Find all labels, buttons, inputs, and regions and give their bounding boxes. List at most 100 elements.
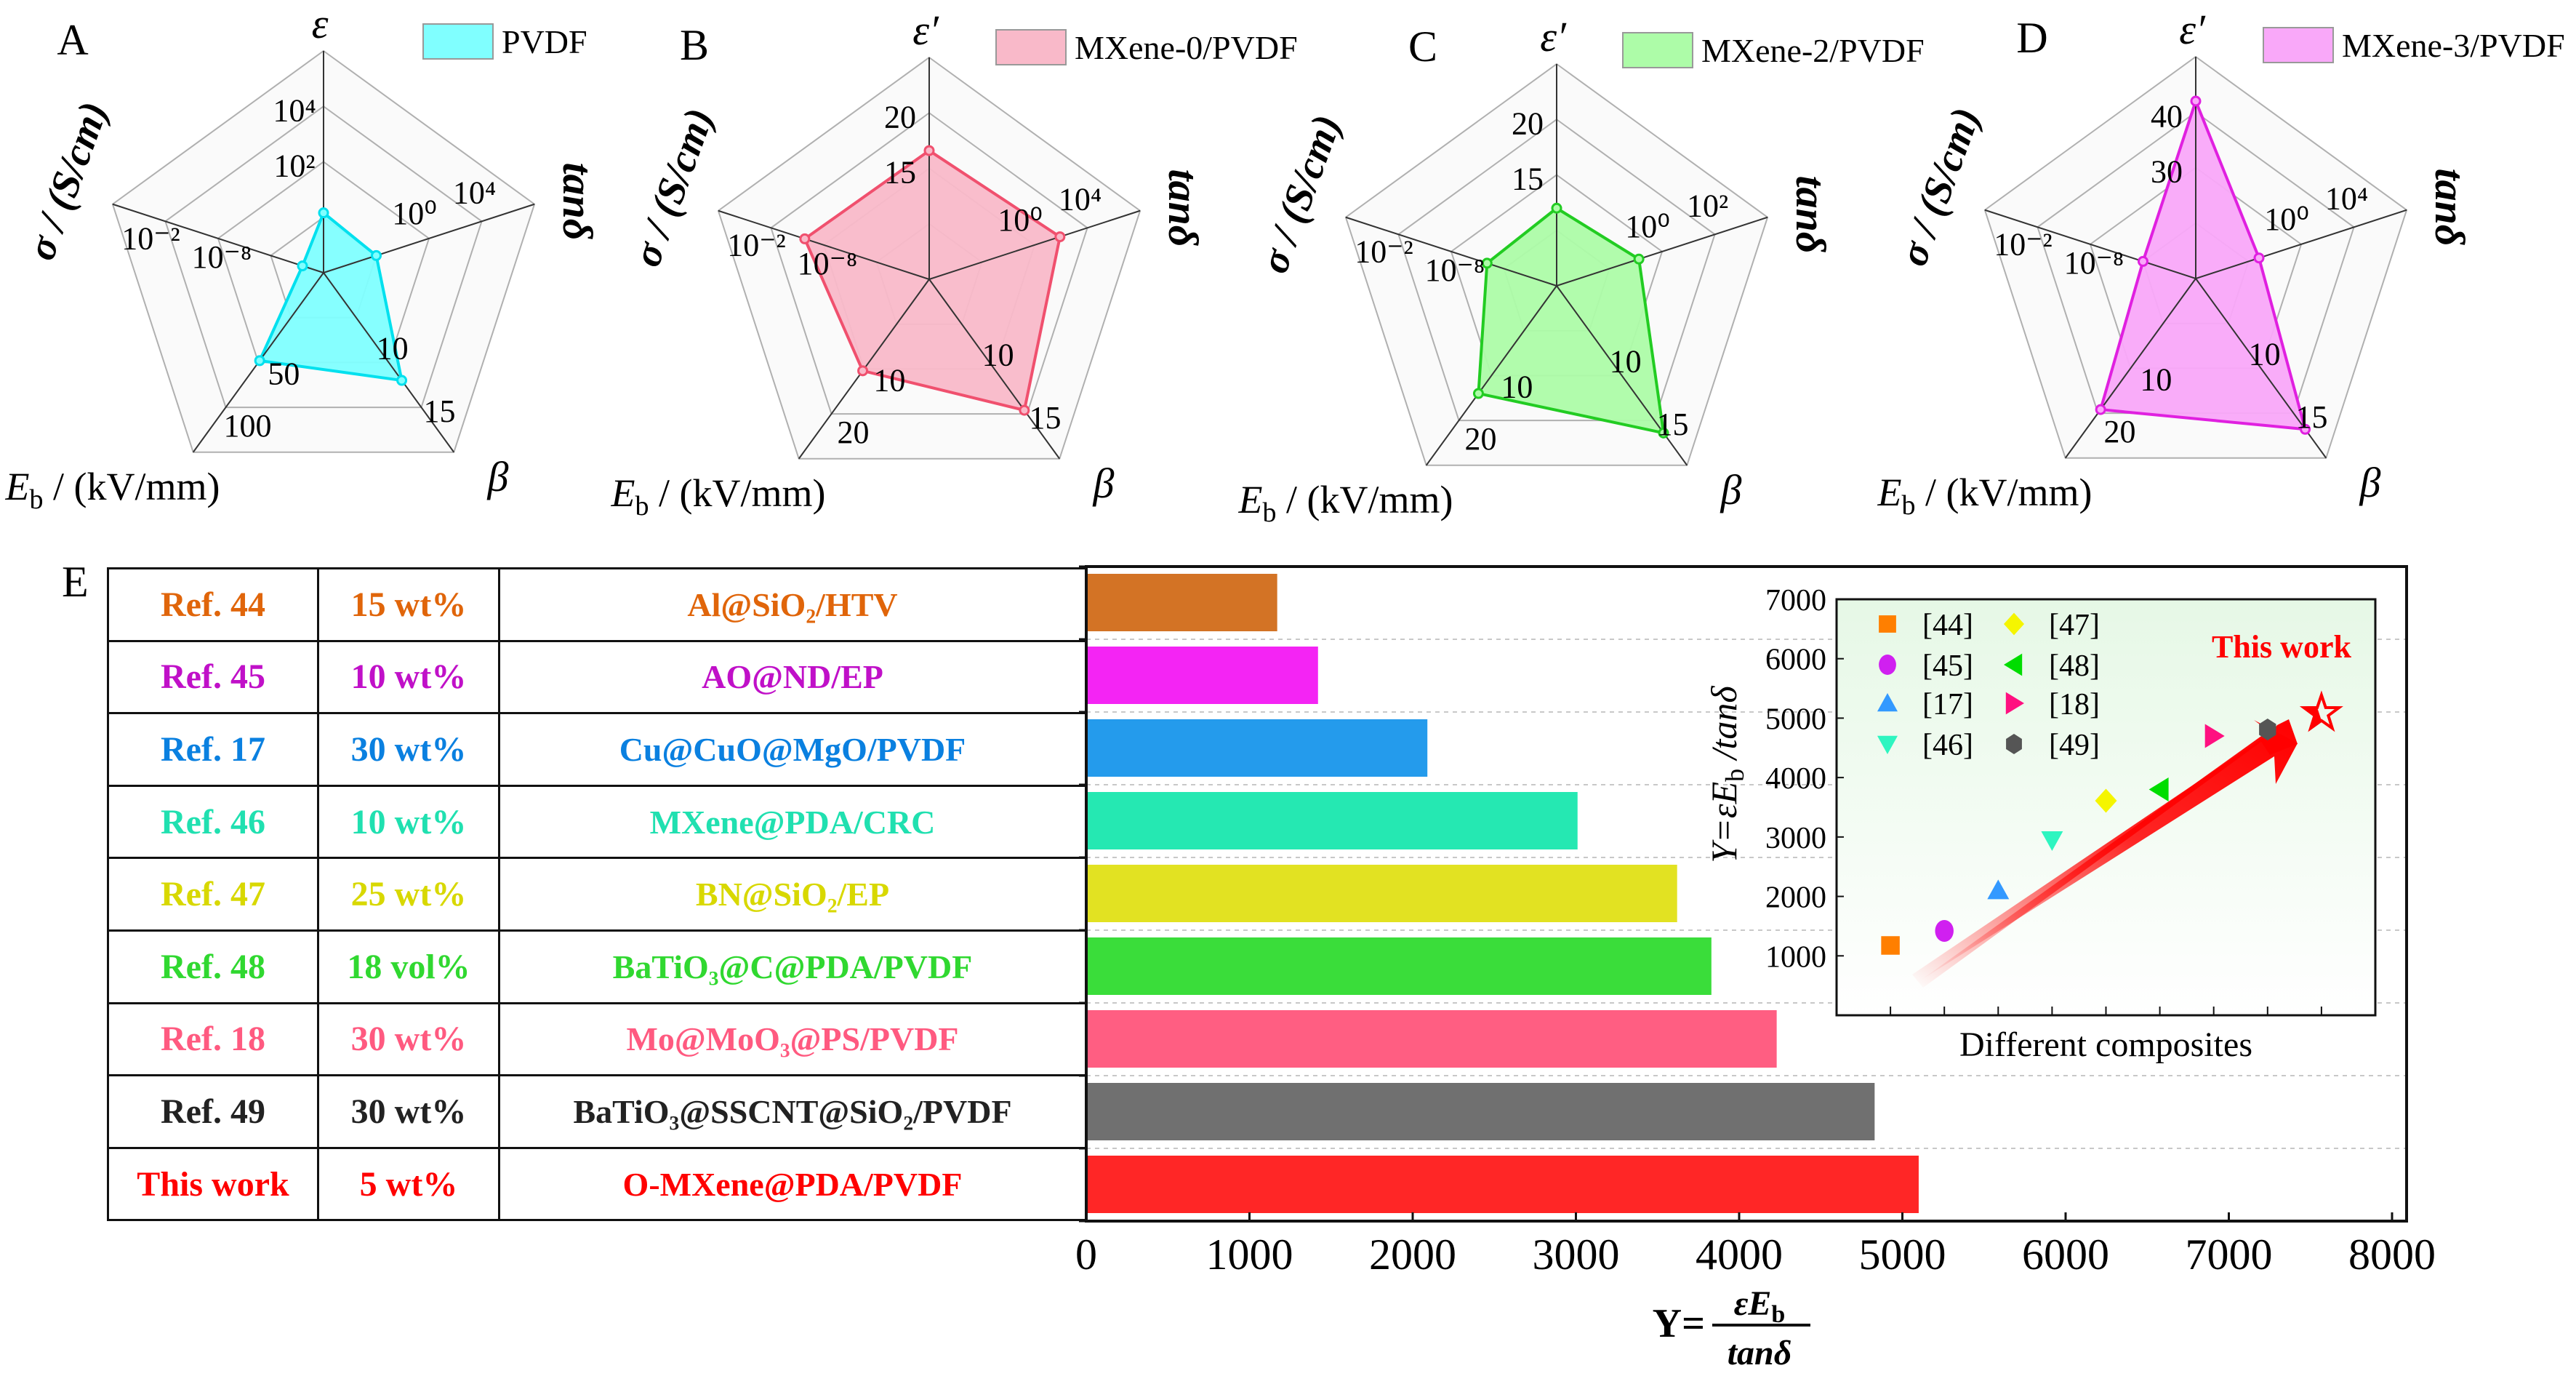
ref-cell: Ref. 48 <box>109 931 319 1002</box>
radar-tick-label: 30 <box>2151 154 2183 190</box>
radar-panels: 10² 10⁴ 10⁰ 10⁴ 10 15 50 100 10⁻⁸ 10⁻² ε tanδ β Eb / … <box>5 0 2565 528</box>
legend-swatch <box>2263 27 2334 63</box>
panel-letter-d: D <box>2016 14 2047 62</box>
radar-data-area <box>2098 97 2308 431</box>
inset-y-tick-label: 4000 <box>1765 762 1826 796</box>
bar-ref-46 <box>1086 792 1578 849</box>
radar-tick-label: 10 <box>982 337 1014 372</box>
radar-tick-label: 10⁴ <box>453 175 496 210</box>
axis-label-subscript: b <box>1263 497 1277 528</box>
x-tick-label: 6000 <box>2022 1231 2109 1279</box>
loading-cell: 30 wt% <box>319 714 500 785</box>
radar-data-point <box>1658 427 1669 439</box>
panel-letter-b: B <box>680 21 709 69</box>
radar-data-point <box>1551 202 1562 214</box>
data-point-47 <box>2095 788 2117 813</box>
x-axis-label: Y= εEb tanδ <box>1653 1284 1810 1372</box>
numerator-subscript: b <box>1771 1301 1785 1328</box>
radar-data-point <box>254 355 265 367</box>
radar-tick-label: 50 <box>268 356 300 391</box>
radar-tick-label: 10⁻⁸ <box>192 239 252 275</box>
legend-marker <box>1877 735 1898 754</box>
radar-tick-label: 10² <box>1687 188 1728 223</box>
axis-label-breakdown-strength: Eb / (kV/mm) <box>5 465 220 515</box>
legend-label: [17] <box>1922 688 1973 721</box>
axis-label-permittivity: ε <box>312 0 329 47</box>
comparison-table: Ref. 44 15 wt% Al@SiO₂/HTV Ref. 45 10 wt% AO@… <box>107 567 1087 1222</box>
legend-marker <box>1879 655 1896 675</box>
radar-tick-label: 10² <box>273 148 315 184</box>
table-row: Ref. 47 25 wt% BN@SiO₂/EP <box>109 859 1087 932</box>
legend-marker <box>1879 615 1896 633</box>
legend-marker <box>2006 734 2022 754</box>
radar-tick-label: 10⁻⁸ <box>2064 245 2124 281</box>
bar-ref-48 <box>1086 937 1712 995</box>
axis-label-permittivity: ε′ <box>2179 6 2206 53</box>
material-cell: O-MXene@PDA/PVDF <box>500 1148 1087 1220</box>
inset-x-axis-label: Different composites <box>1959 1025 2252 1064</box>
ref-cell: This work <box>109 1148 319 1220</box>
legend-marker <box>1877 693 1898 712</box>
table-row: Ref. 18 30 wt% Mo@MoO₃@PS/PVDF <box>109 1004 1087 1077</box>
ref-cell: Ref. 47 <box>109 859 319 929</box>
radar-data-point <box>2300 423 2311 435</box>
legend-label: MXene-2/PVDF <box>1701 32 1925 69</box>
inset-y-tick-label: 7000 <box>1765 584 1826 617</box>
axis-label-unit: / (kV/mm) <box>1916 471 2093 514</box>
radar-data-point <box>857 365 869 377</box>
x-tick-label: 8000 <box>2348 1231 2436 1279</box>
radar-grid-ring <box>717 56 1141 460</box>
this-work-annotation: This work <box>2212 629 2351 665</box>
radar-tick-label: 15 <box>884 155 916 191</box>
table-row: Ref. 44 15 wt% Al@SiO₂/HTV <box>109 569 1087 642</box>
radar-data-point <box>2095 404 2106 415</box>
inset-scatter-chart: 1000 2000 3000 4000 5000 6000 7000 Y=εEb /tanδ D… <box>1704 584 2377 1064</box>
radar-tick-label: 10 <box>2140 361 2172 397</box>
material-cell: BaTiO₃@C@PDA/PVDF <box>500 931 1087 1002</box>
data-point-17 <box>1987 879 2010 900</box>
axis-label-loss-tangent: tanδ <box>554 162 601 240</box>
radar-tick-label: 15 <box>1656 407 1688 442</box>
radar-grid-ring <box>111 49 536 453</box>
radar-axis-spoke <box>928 279 1061 460</box>
radar-panel-a: 10² 10⁴ 10⁰ 10⁴ 10 15 50 100 10⁻⁸ 10⁻² ε tanδ β Eb / … <box>5 0 601 515</box>
bar-ref-44 <box>1086 574 1277 631</box>
table-row: Ref. 46 10 wt% MXene@PDA/CRC <box>109 786 1087 860</box>
material-cell: MXene@PDA/CRC <box>500 786 1087 857</box>
loading-cell: 18 vol% <box>319 931 500 1002</box>
axis-label-beta: β <box>1720 466 1742 513</box>
axis-label-main: E <box>1877 471 1902 514</box>
axis-label-breakdown-strength: Eb / (kV/mm) <box>1238 478 1453 528</box>
ref-cell: Ref. 49 <box>109 1076 319 1147</box>
radar-tick-label: 10⁰ <box>392 196 437 231</box>
x-tick-label: 0 <box>1075 1231 1097 1279</box>
loading-cell: 30 wt% <box>319 1076 500 1147</box>
radar-tick-label: 10 <box>873 362 905 398</box>
data-point-46 <box>2041 831 2063 851</box>
radar-tick-label: 10⁴ <box>1059 181 1102 217</box>
radar-grid-ring <box>1344 63 1769 466</box>
radar-data-point <box>318 207 329 219</box>
radar-tick-label: 10⁻⁸ <box>798 246 858 281</box>
radar-grid-ring <box>164 105 483 409</box>
bar-ref-18 <box>1086 1010 1777 1068</box>
radar-tick-label: 10 <box>1501 369 1533 404</box>
radar-tick-label: 20 <box>1465 421 1497 457</box>
radar-tick-label: 20 <box>838 415 870 450</box>
radar-data-point <box>396 375 408 386</box>
radar-data-point <box>1633 253 1645 265</box>
axis-label-loss-tangent: tanδ <box>2426 168 2473 246</box>
radar-axis-spoke <box>718 209 930 280</box>
radar-tick-label: 15 <box>1512 161 1544 197</box>
data-point-49 <box>2259 718 2276 740</box>
inset-y-tick-label: 6000 <box>1765 644 1826 677</box>
radar-tick-label: 100 <box>224 408 272 444</box>
legend-label: [46] <box>1922 729 1973 762</box>
radar-data-point <box>1054 231 1066 243</box>
legend-swatch <box>1622 32 1693 68</box>
ref-cell: Ref. 45 <box>109 641 319 713</box>
axis-label-unit: / (kV/mm) <box>1277 478 1453 521</box>
axis-label-subscript: b <box>1902 490 1916 521</box>
